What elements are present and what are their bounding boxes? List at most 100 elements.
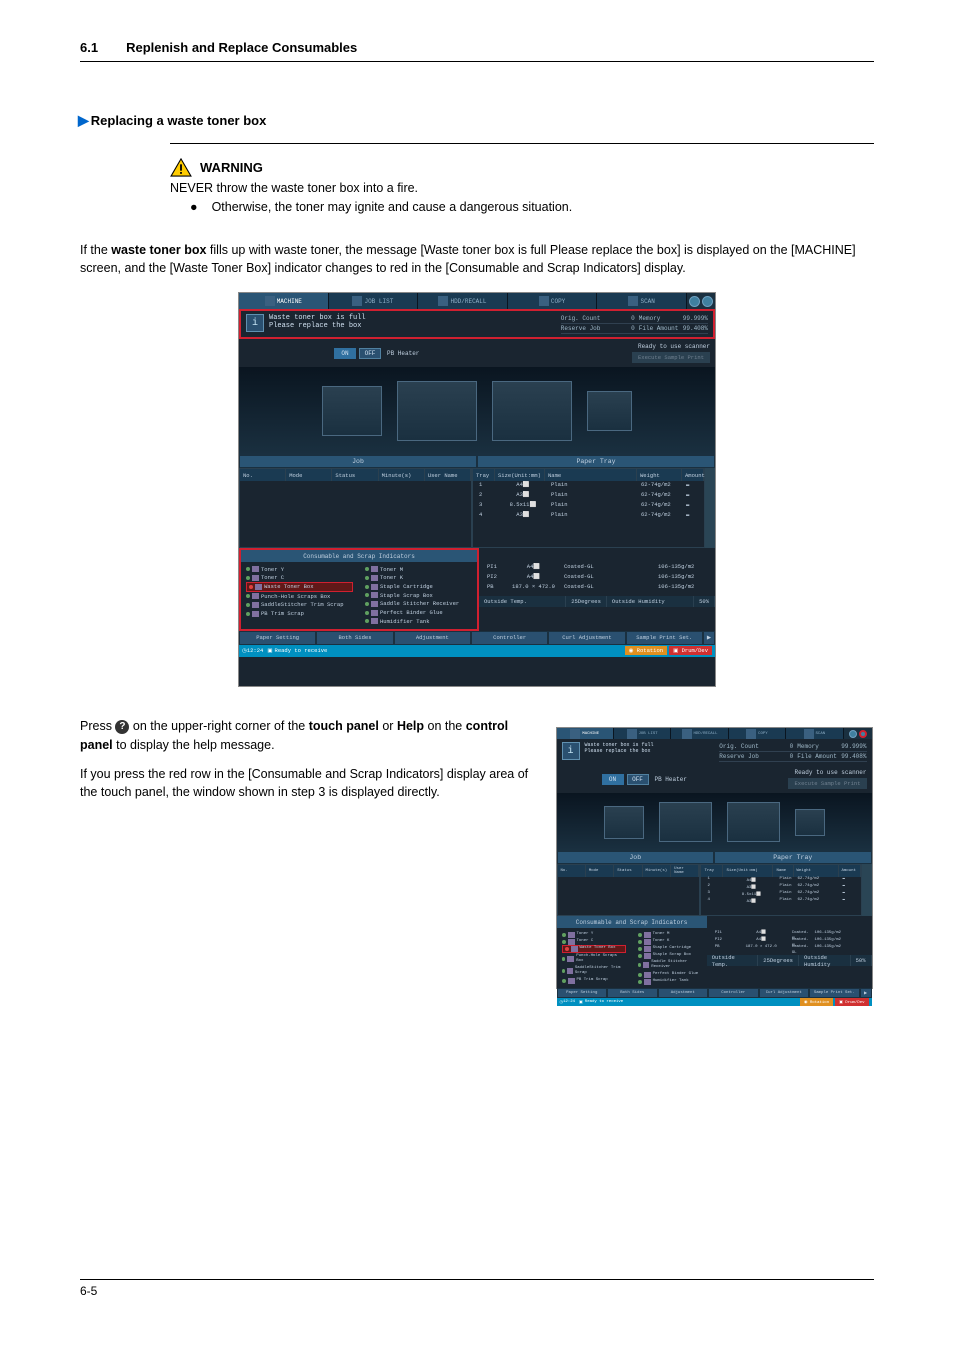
cons-item[interactable]: Perfect Binder Glue (638, 971, 702, 978)
cons-item[interactable]: Staple Cartridge (365, 582, 472, 591)
bottom-button[interactable]: Both Sides (607, 988, 658, 998)
cons-item[interactable]: Toner Y (562, 931, 626, 938)
info-button[interactable] (689, 296, 700, 307)
status-dot (365, 619, 369, 623)
tray-col: Name (773, 865, 793, 877)
tab-hddrecall[interactable]: HDD/RECALL (671, 728, 728, 739)
cons-right: Toner MToner KStaple CartridgeStaple Scr… (365, 565, 472, 626)
heater-row: ONOFFPB HeaterReady to use scannerExecut… (329, 339, 715, 367)
job-col: User Name (425, 469, 471, 481)
heater-on-button[interactable]: ON (602, 774, 624, 785)
cons-item[interactable]: SaddleStitcher Trim Scrap (562, 965, 626, 977)
pi-row[interactable]: PI2 A4⬜ Coated-GL 106-135g/m2 (712, 938, 867, 945)
tray-row[interactable]: 3 8.5x11⬜ Plain 62-74g/m2 ▬ (701, 891, 860, 898)
cons-item[interactable]: Punch-Hole Scraps Box (246, 592, 353, 601)
heater-off-button[interactable]: OFF (627, 774, 649, 785)
bottom-button[interactable]: Sample Print Set. (809, 988, 860, 998)
consumable-header: Consumable and Scrap Indicators (557, 916, 707, 928)
cons-item[interactable]: Staple Scrap Box (638, 952, 702, 959)
cons-item[interactable]: Staple Scrap Box (365, 591, 472, 600)
cons-item[interactable]: Toner Y (246, 565, 353, 574)
page-footer: 6-5 (80, 1279, 874, 1298)
tray-row[interactable]: 3 8.5x11⬜ Plain 62-74g/m2 ▬ (473, 501, 704, 511)
cons-item[interactable]: Humidifier Tank (638, 978, 702, 985)
bottom-button[interactable]: Curl Adjustment (548, 631, 625, 645)
heater-off-button[interactable]: OFF (359, 348, 381, 359)
cons-item[interactable]: Toner K (638, 938, 702, 945)
sample-print-button[interactable]: Execute Sample Print (632, 352, 710, 363)
heater-on-button[interactable]: ON (334, 348, 356, 359)
cons-item[interactable]: Toner C (562, 938, 626, 945)
cons-item[interactable]: Saddle Stitcher Receiver (365, 600, 472, 609)
pi-row[interactable]: PB 187.0 × 472.0 Coated-GL 106-135g/m2 (712, 945, 867, 952)
help-button[interactable] (702, 296, 713, 307)
tray-row[interactable]: 4 A3⬜ Plain 62-74g/m2 ▬ (701, 898, 860, 905)
counters: Orig. Count0Memory99.999% Reserve Job0Fi… (561, 314, 708, 334)
bottom-button[interactable]: Adjustment (658, 988, 709, 998)
bottom-button[interactable]: Paper Setting (557, 988, 608, 998)
cons-item[interactable]: Saddle Stitcher Receiver (638, 959, 702, 971)
subsection-heading: ▶ Replacing a waste toner box (78, 112, 874, 129)
tab-scan[interactable]: SCAN (597, 293, 687, 309)
cons-item[interactable]: Waste Toner Box (246, 582, 353, 592)
cons-item[interactable]: Waste Toner Box (562, 945, 626, 953)
cons-item[interactable]: PB Trim Scrap (246, 609, 353, 618)
divider (170, 143, 874, 144)
cons-item[interactable]: Punch-Hole Scraps Box (562, 953, 626, 965)
tab-joblist[interactable]: JOB LIST (614, 728, 671, 739)
cons-left: Toner YToner CWaste Toner BoxPunch-Hole … (562, 931, 626, 985)
pi-row[interactable]: PI1 A4⬜ Coated-GL 106-135g/m2 (484, 563, 710, 573)
bottom-button[interactable]: Paper Setting (239, 631, 316, 645)
status-dot (365, 576, 369, 580)
help-icon: ? (115, 720, 129, 734)
bottom-button[interactable]: Controller (471, 631, 548, 645)
cons-item[interactable]: Humidifier Tank (365, 617, 472, 626)
bottom-button[interactable]: Controller (708, 988, 759, 998)
cons-item[interactable]: SaddleStitcher Trim Scrap (246, 601, 353, 610)
bottom-button[interactable]: Both Sides (316, 631, 393, 645)
tab-joblist[interactable]: JOB LIST (329, 293, 419, 309)
tab-hddrecall[interactable]: HDD/RECALL (418, 293, 508, 309)
status-dot (638, 954, 642, 958)
warning-bullet: ● Otherwise, the toner may ignite and ca… (190, 198, 874, 217)
cons-icon (371, 610, 378, 616)
tray-row[interactable]: 4 A3⬜ Plain 62-74g/m2 ▬ (473, 511, 704, 521)
cons-item[interactable]: Toner K (365, 574, 472, 583)
pi-row[interactable]: PI2 A4⬜ Coated-GL 106-135g/m2 (484, 573, 710, 583)
scrollbar[interactable] (862, 864, 872, 916)
help-button[interactable] (859, 730, 867, 738)
tray-col: Name (545, 469, 637, 481)
cons-item[interactable]: Perfect Binder Glue (365, 608, 472, 617)
job-header: Job (557, 851, 715, 864)
tab-machine[interactable]: MACHINE (239, 293, 329, 309)
arrow-button[interactable]: ▶ (860, 988, 872, 998)
job-table: No.ModeStatusMinute(s)User Name (557, 864, 701, 916)
tray-row[interactable]: 1 A4⬜ Plain 62-74g/m2 ▬ (473, 481, 704, 491)
tab-machine[interactable]: MACHINE (557, 728, 614, 739)
cons-icon (371, 592, 378, 598)
bottom-button[interactable]: Curl Adjustment (759, 988, 810, 998)
bottom-button[interactable]: Adjustment (394, 631, 471, 645)
rotation-badge: ◉ Rotation (800, 998, 833, 1006)
pi-row[interactable]: PI1 A4⬜ Coated-GL 106-135g/m2 (712, 931, 867, 938)
sample-print-button[interactable]: Execute Sample Print (788, 778, 866, 789)
info-icon: i (246, 314, 264, 332)
status-dot (562, 933, 566, 937)
tray-row[interactable]: 1 A4⬜ Plain 62-74g/m2 ▬ (701, 877, 860, 884)
cons-item[interactable]: PB Trim Scrap (562, 977, 626, 984)
tab-copy[interactable]: COPY (729, 728, 786, 739)
arrow-button[interactable]: ▶ (703, 631, 715, 645)
pi-row[interactable]: PB 187.0 × 472.0 Coated-GL 106-135g/m2 (484, 583, 710, 593)
info-button[interactable] (849, 730, 857, 738)
cons-item[interactable]: Toner C (246, 574, 353, 583)
tab-copy[interactable]: COPY (508, 293, 598, 309)
bottom-button[interactable]: Sample Print Set. (626, 631, 703, 645)
cons-item[interactable]: Toner M (365, 565, 472, 574)
tray-row[interactable]: 2 A3⬜ Plain 62-74g/m2 ▬ (701, 884, 860, 891)
tray-row[interactable]: 2 A3⬜ Plain 62-74g/m2 ▬ (473, 491, 704, 501)
tab-scan[interactable]: SCAN (786, 728, 843, 739)
scrollbar[interactable] (705, 468, 715, 548)
job-header: Job (239, 455, 477, 468)
cons-item[interactable]: Toner M (638, 931, 702, 938)
cons-item[interactable]: Staple Cartridge (638, 945, 702, 952)
